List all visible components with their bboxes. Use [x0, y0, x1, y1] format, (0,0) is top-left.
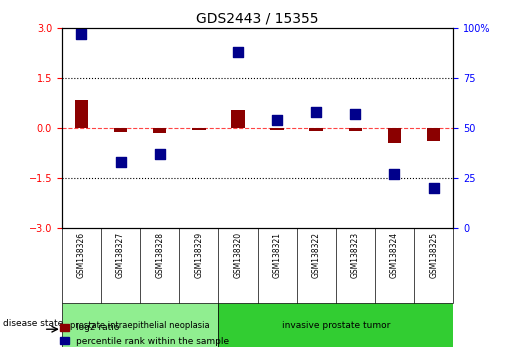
Text: disease state: disease state: [3, 319, 63, 329]
Text: GSM138323: GSM138323: [351, 232, 360, 278]
Text: GSM138327: GSM138327: [116, 232, 125, 278]
Bar: [231, 110, 245, 128]
Bar: [388, 128, 401, 143]
Bar: [310, 128, 323, 131]
Point: [234, 50, 242, 55]
Bar: [270, 128, 284, 130]
Point: [312, 109, 320, 115]
Bar: [349, 128, 362, 131]
Point: [273, 118, 281, 123]
Bar: [192, 128, 205, 130]
Text: invasive prostate tumor: invasive prostate tumor: [282, 321, 390, 330]
Text: GSM138329: GSM138329: [194, 232, 203, 278]
Point: [351, 112, 359, 117]
Point: [156, 152, 164, 157]
Text: GSM138321: GSM138321: [272, 232, 282, 278]
Text: GSM138322: GSM138322: [312, 232, 321, 278]
Bar: [218, 303, 453, 347]
Bar: [75, 100, 88, 128]
Text: GSM138328: GSM138328: [155, 232, 164, 278]
Bar: [114, 128, 127, 132]
Bar: [153, 128, 166, 133]
Legend: log2 ratio, percentile rank within the sample: log2 ratio, percentile rank within the s…: [56, 320, 233, 349]
Text: prostate intraepithelial neoplasia: prostate intraepithelial neoplasia: [70, 321, 210, 330]
Text: GSM138320: GSM138320: [233, 232, 243, 278]
Text: GSM138325: GSM138325: [429, 232, 438, 278]
Point: [390, 171, 399, 177]
Point: [430, 185, 438, 191]
Text: GSM138324: GSM138324: [390, 232, 399, 278]
Point: [77, 32, 85, 37]
Point: [116, 159, 125, 165]
Title: GDS2443 / 15355: GDS2443 / 15355: [196, 12, 319, 26]
Bar: [62, 303, 218, 347]
Text: GSM138326: GSM138326: [77, 232, 86, 278]
Bar: [427, 128, 440, 141]
